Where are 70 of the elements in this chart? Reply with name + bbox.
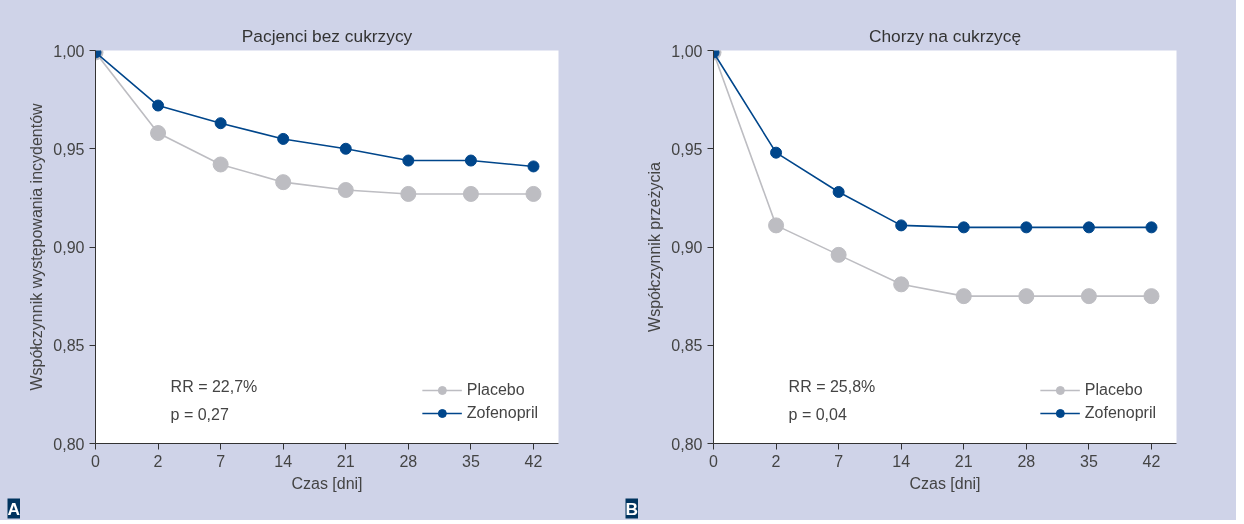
point bbox=[955, 288, 972, 305]
legend-label: Placebo bbox=[1084, 381, 1143, 399]
point bbox=[212, 156, 229, 173]
annotation: RR = 22,7% bbox=[170, 378, 258, 396]
x-tick-label: 35 bbox=[462, 452, 480, 470]
point bbox=[214, 117, 227, 130]
y-axis-title: Współczynnik występowania incydentów bbox=[28, 102, 46, 391]
x-tick-label: 7 bbox=[834, 452, 844, 470]
point bbox=[462, 185, 479, 202]
point bbox=[525, 185, 542, 202]
legend-label: Zofenopril bbox=[1084, 404, 1156, 422]
y-tick-label: 0,95 bbox=[53, 140, 85, 158]
point bbox=[1018, 288, 1035, 305]
legend-label: Placebo bbox=[466, 381, 525, 399]
point bbox=[275, 174, 292, 191]
point bbox=[339, 142, 352, 155]
x-tick-label: 2 bbox=[153, 452, 163, 470]
point bbox=[150, 125, 167, 142]
y-tick-label: 1,00 bbox=[53, 42, 85, 60]
y-tick-label: 0,80 bbox=[671, 435, 703, 453]
x-tick-label: 21 bbox=[336, 452, 355, 470]
y-axis-title: Współczynnik przeżycia bbox=[646, 161, 664, 332]
chart-title: Chorzy na cukrzycę bbox=[868, 25, 1022, 46]
x-tick-label: 0 bbox=[91, 452, 101, 470]
point bbox=[768, 217, 785, 234]
legend-label: Zofenopril bbox=[466, 404, 538, 422]
point bbox=[152, 99, 165, 112]
point bbox=[895, 219, 908, 232]
point bbox=[1145, 221, 1158, 234]
annotation: RR = 25,8% bbox=[788, 378, 876, 396]
y-tick-label: 0,80 bbox=[53, 435, 85, 453]
x-tick-label: 14 bbox=[274, 452, 293, 470]
x-tick-label: 14 bbox=[892, 452, 911, 470]
y-tick-label: 0,85 bbox=[671, 337, 703, 355]
point bbox=[527, 160, 540, 173]
point bbox=[1143, 288, 1160, 305]
point bbox=[1080, 288, 1097, 305]
chart-title: Pacjenci bez cukrzycy bbox=[241, 25, 413, 46]
x-tick-label: 7 bbox=[216, 452, 226, 470]
y-tick-label: 1,00 bbox=[671, 42, 703, 60]
point bbox=[957, 221, 970, 234]
x-tick-label: 0 bbox=[709, 452, 719, 470]
point bbox=[770, 146, 783, 159]
point bbox=[277, 132, 290, 145]
text: A bbox=[7, 498, 21, 519]
annotation: p = 0,04 bbox=[788, 405, 847, 423]
point bbox=[400, 185, 417, 202]
x-axis-title: Czas [dni] bbox=[909, 474, 981, 492]
x-tick-label: 21 bbox=[954, 452, 973, 470]
point bbox=[1020, 221, 1033, 234]
point bbox=[337, 182, 354, 198]
text: B bbox=[625, 498, 639, 519]
y-tick-label: 0,90 bbox=[53, 239, 85, 256]
x-tick-label: 28 bbox=[1017, 452, 1036, 470]
x-axis-title: Czas [dni] bbox=[291, 474, 363, 492]
point bbox=[832, 185, 845, 198]
x-tick-label: 2 bbox=[771, 452, 781, 470]
point bbox=[830, 246, 847, 263]
point bbox=[464, 154, 477, 167]
x-tick-label: 42 bbox=[524, 452, 543, 470]
point bbox=[1082, 221, 1095, 234]
annotation: p = 0,27 bbox=[170, 405, 229, 423]
point bbox=[402, 154, 415, 167]
x-tick-label: 35 bbox=[1080, 452, 1098, 470]
y-tick-label: 0,90 bbox=[671, 239, 703, 256]
point bbox=[893, 276, 910, 293]
x-tick-label: 42 bbox=[1142, 452, 1161, 470]
x-tick-label: 28 bbox=[399, 452, 418, 470]
y-tick-label: 0,95 bbox=[671, 140, 703, 158]
y-tick-label: 0,85 bbox=[53, 337, 85, 355]
